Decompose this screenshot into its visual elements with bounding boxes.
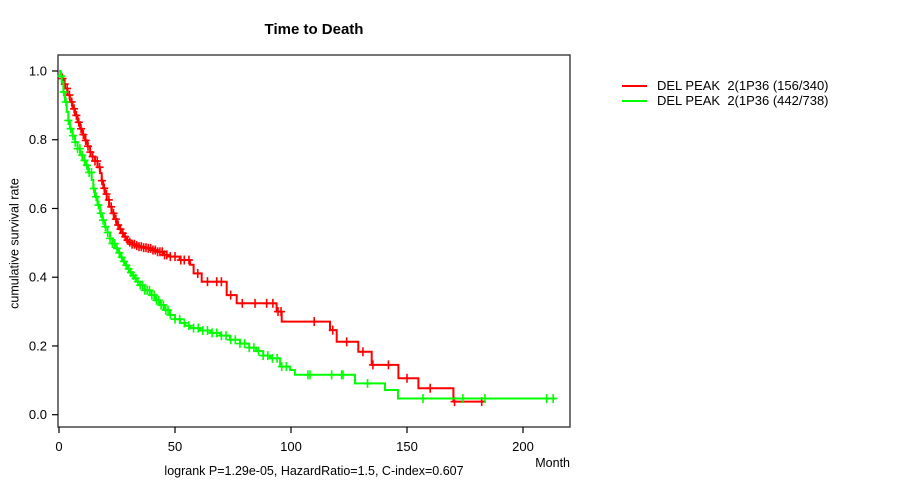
y-tick-label: 1.0 <box>29 64 47 79</box>
y-tick-label: 0.2 <box>29 338 47 353</box>
legend-item: DEL PEAK 2(1P36 (442/738) <box>622 93 829 108</box>
y-tick-label: 0.8 <box>29 132 47 147</box>
legend-item: DEL PEAK 2(1P36 (156/340) <box>622 78 829 93</box>
y-tick-label: 0.4 <box>29 270 47 285</box>
legend-line-red <box>622 84 647 87</box>
legend-line-green <box>622 99 647 102</box>
y-tick-label: 0.6 <box>29 201 47 216</box>
legend: DEL PEAK 2(1P36 (156/340) DEL PEAK 2(1P3… <box>622 78 829 108</box>
km-curve-green <box>59 70 555 400</box>
x-axis-label: Month <box>535 456 570 470</box>
plot-box <box>57 54 571 428</box>
x-tick-label: 200 <box>512 439 534 454</box>
y-tick-label: 0.0 <box>29 407 47 422</box>
x-tick-label: 0 <box>55 439 62 454</box>
y-axis-label: cumulative survival rate <box>7 178 22 309</box>
x-tick-label: 150 <box>396 439 418 454</box>
x-tick-label: 50 <box>168 439 182 454</box>
x-tick-label: 100 <box>280 439 302 454</box>
legend-item-label: DEL PEAK 2(1P36 (156/340) <box>657 78 829 93</box>
stats-annotation: logrank P=1.29e-05, HazardRatio=1.5, C-i… <box>164 464 464 478</box>
censor-marks-green <box>57 71 558 404</box>
legend-item-label: DEL PEAK 2(1P36 (442/738) <box>657 93 829 108</box>
chart-title: Time to Death <box>264 21 364 38</box>
censor-marks-red <box>58 74 486 407</box>
